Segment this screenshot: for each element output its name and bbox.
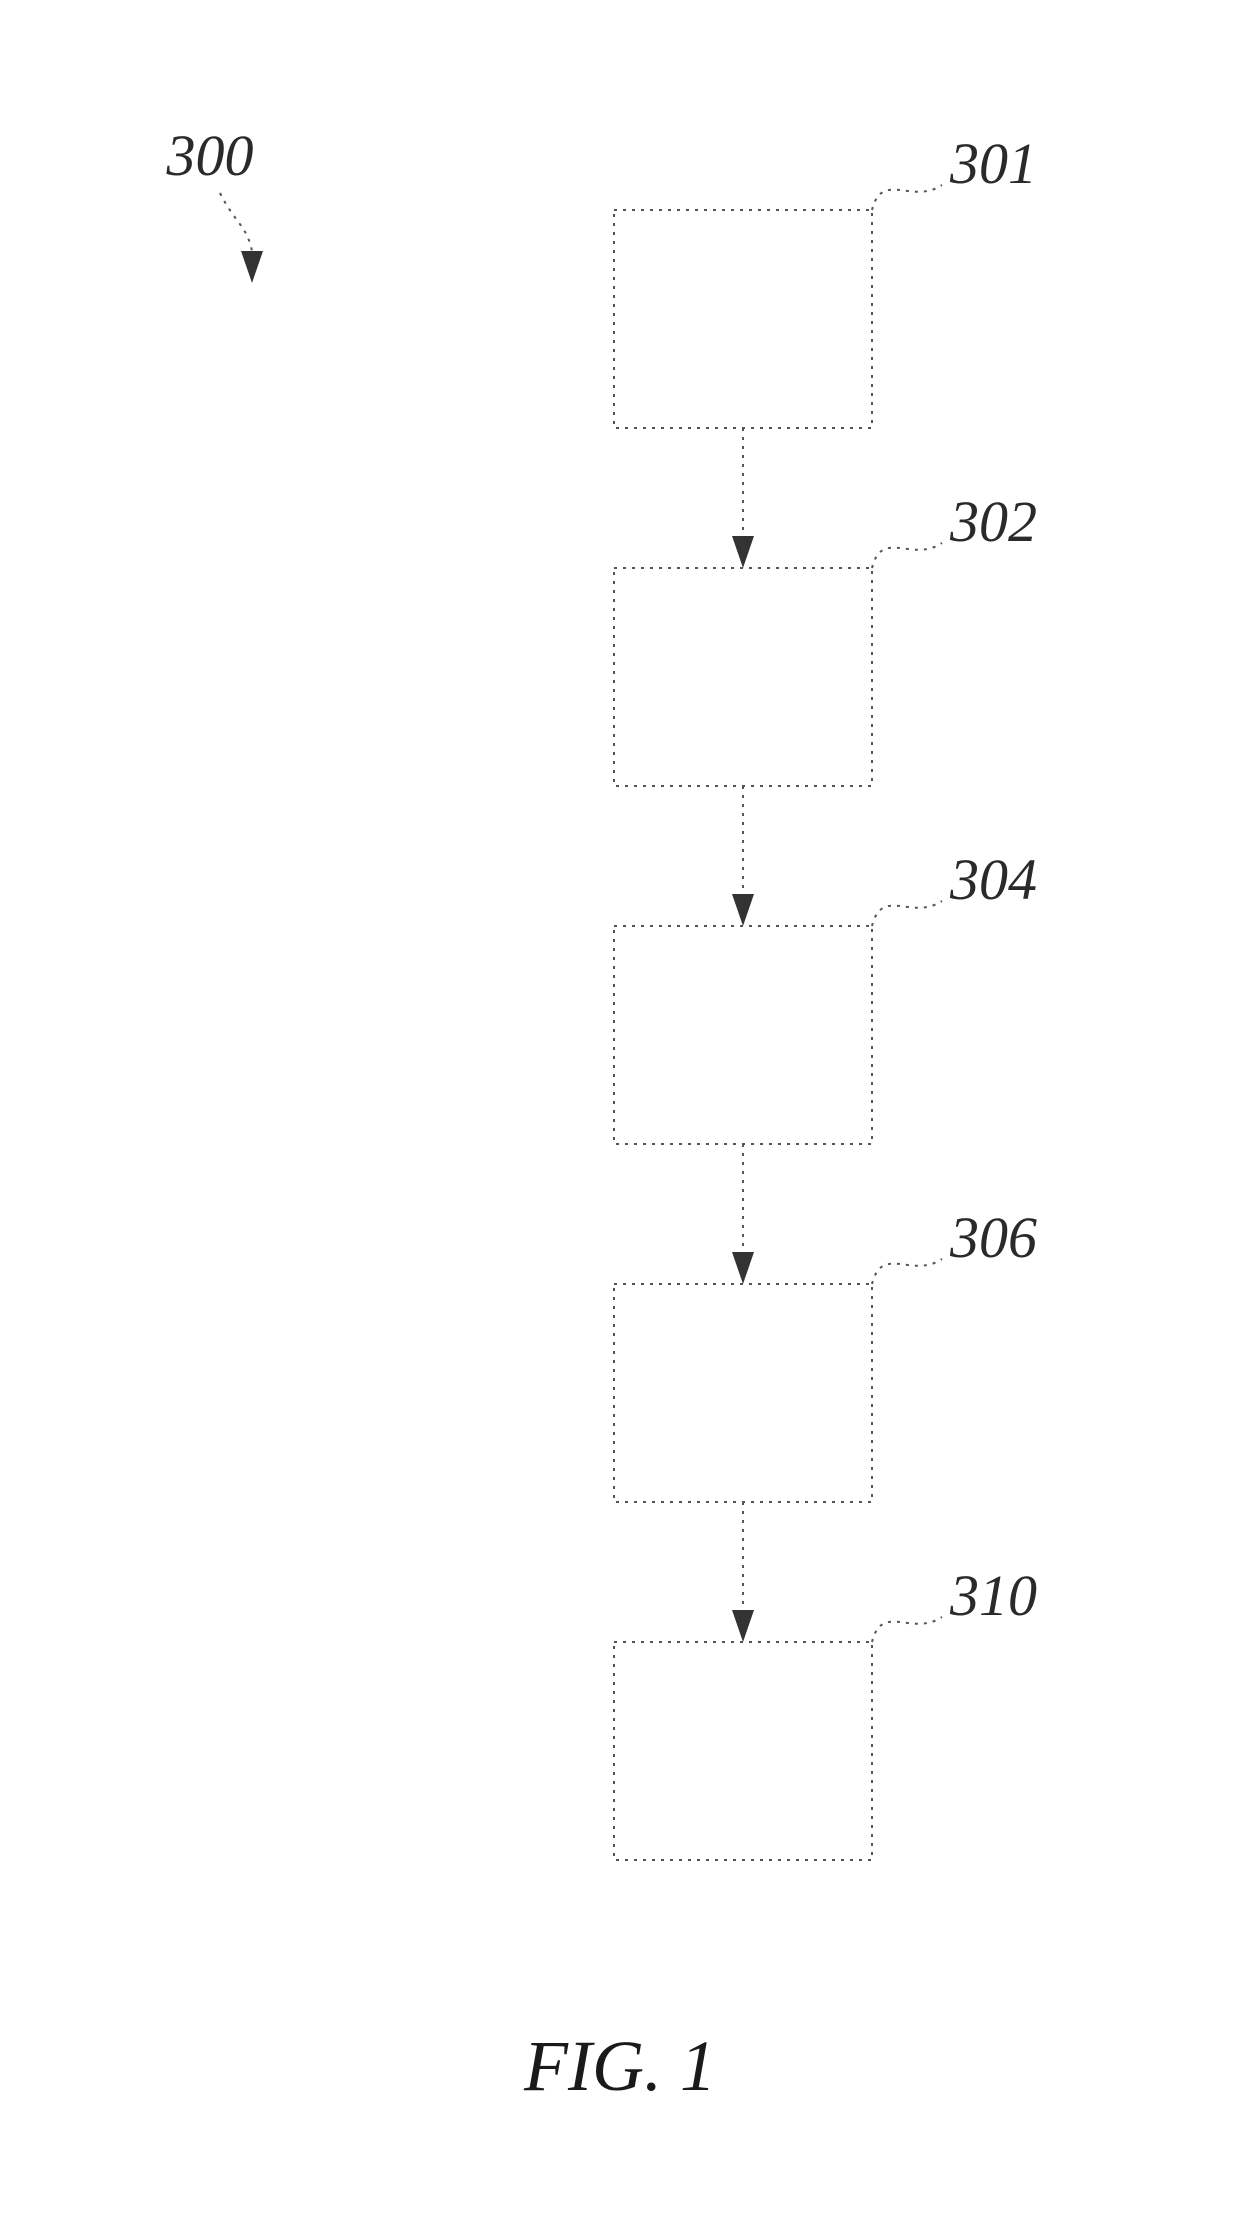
flowchart-node: 304 <box>614 847 1037 1144</box>
node-label: 301 <box>949 131 1037 196</box>
figure-ref-leader <box>220 193 252 251</box>
figure-caption: FIG. 1 <box>523 2026 716 2106</box>
node-label: 302 <box>949 489 1037 554</box>
leader-line <box>872 901 942 926</box>
flowchart-box <box>614 210 872 428</box>
leader-line <box>872 185 942 210</box>
flowchart-node: 301 <box>614 131 1037 428</box>
flowchart-box <box>614 1284 872 1502</box>
arrowhead-icon <box>732 1252 754 1284</box>
leader-line <box>872 1259 942 1284</box>
flowchart-node: 302 <box>614 489 1037 786</box>
leader-line <box>872 1617 942 1642</box>
arrowhead-icon <box>732 894 754 926</box>
arrowhead-icon <box>732 1610 754 1642</box>
flowchart-box <box>614 1642 872 1860</box>
flowchart-figure: 301 302 304 306 310 300 FIG. 1 <box>0 0 1240 2222</box>
flowchart-box <box>614 926 872 1144</box>
arrowhead-icon <box>732 536 754 568</box>
flowchart-node: 306 <box>614 1205 1037 1502</box>
figure-ref-label: 300 <box>166 123 254 188</box>
leader-line <box>872 543 942 568</box>
node-label: 310 <box>949 1563 1037 1628</box>
arrowhead-icon <box>241 251 263 283</box>
node-label: 304 <box>949 847 1037 912</box>
flowchart-box <box>614 568 872 786</box>
flowchart-node: 310 <box>614 1563 1037 1860</box>
node-label: 306 <box>949 1205 1037 1270</box>
